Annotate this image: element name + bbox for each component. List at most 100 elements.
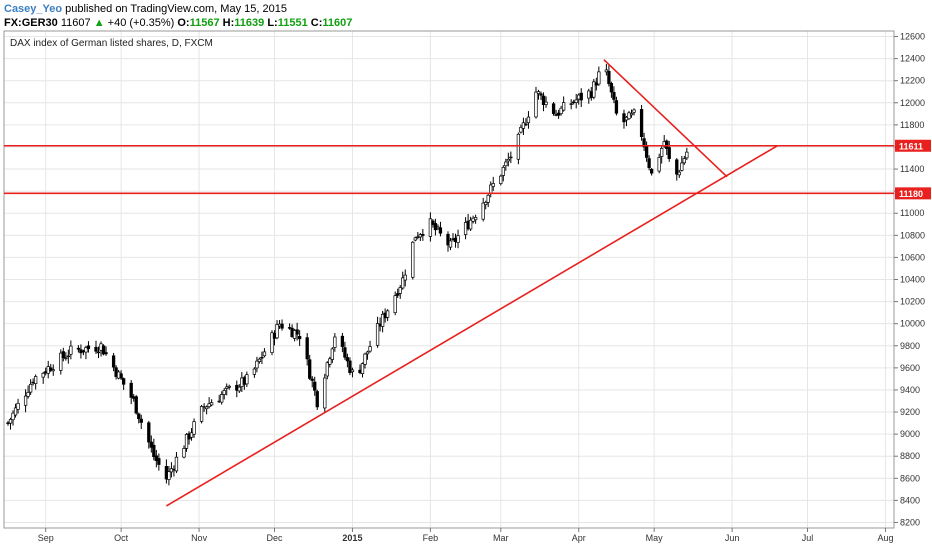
- candle-body: [41, 372, 45, 378]
- candle-body: [192, 421, 196, 435]
- close-label: C:: [310, 17, 323, 29]
- candle-body: [375, 323, 380, 346]
- candle-body: [69, 345, 73, 355]
- candle-body: [657, 157, 661, 172]
- candle-body: [134, 396, 138, 414]
- candle-body: [255, 360, 259, 369]
- candle-body: [516, 133, 521, 160]
- candle-body: [556, 112, 561, 116]
- price-marker-label: 11611: [899, 141, 923, 151]
- open-label: O:: [177, 17, 190, 29]
- candle-body: [456, 235, 460, 243]
- candle-body: [401, 277, 405, 289]
- candle-body: [380, 313, 385, 327]
- candle-body: [677, 171, 681, 176]
- candle-body: [539, 93, 543, 96]
- candle-body: [632, 109, 636, 113]
- candle-body: [484, 202, 488, 205]
- candle-body: [579, 92, 583, 101]
- candle-body: [101, 345, 106, 355]
- y-tick-label: 8200: [900, 517, 920, 527]
- author-link[interactable]: Casey_Yeo: [4, 3, 63, 15]
- candle-body: [481, 202, 485, 220]
- candle-body: [491, 183, 495, 187]
- x-tick-label: Feb: [423, 533, 439, 543]
- candle-body: [260, 356, 264, 359]
- close-value: 11607: [322, 17, 353, 29]
- candle-body: [295, 329, 299, 335]
- candle-body: [11, 412, 15, 421]
- x-tick-label: Apr: [572, 533, 586, 543]
- x-tick-label: Dec: [266, 533, 283, 543]
- candle-body: [639, 109, 644, 137]
- candle-body: [84, 347, 88, 353]
- candle-body: [199, 406, 204, 422]
- candle-body: [222, 390, 226, 395]
- y-tick-label: 12400: [900, 54, 925, 64]
- candle-body: [642, 138, 646, 148]
- candle-body: [66, 355, 70, 358]
- candle-body: [122, 378, 126, 385]
- candle-body: [119, 373, 123, 379]
- candle-body: [76, 347, 81, 350]
- candle-body: [237, 386, 241, 392]
- candle-body: [23, 395, 28, 406]
- high-label: H:: [222, 17, 235, 29]
- candle-body: [16, 402, 20, 410]
- x-tick-label: May: [646, 533, 664, 543]
- candle-body: [333, 336, 337, 348]
- chart-header: Casey_Yeo published on TradingView.com, …: [4, 2, 352, 30]
- candle-body: [365, 351, 370, 355]
- y-tick-label: 11400: [900, 164, 924, 174]
- candle-body: [448, 240, 453, 248]
- candle-body: [398, 287, 402, 294]
- candle-body: [509, 156, 513, 159]
- candle-body: [685, 151, 689, 159]
- drawings: [4, 59, 894, 507]
- x-tick-label: 2015: [342, 533, 362, 543]
- candle-body: [149, 441, 153, 448]
- low-label: L:: [267, 17, 278, 29]
- low-value: 11551: [277, 17, 308, 29]
- candle-body: [64, 357, 68, 360]
- candle-body: [189, 432, 194, 438]
- candle-body: [604, 69, 609, 73]
- y-tick-label: 9800: [900, 341, 920, 351]
- candle-body: [348, 360, 352, 373]
- candle-body: [280, 323, 284, 329]
- candle-body: [204, 406, 209, 410]
- y-tick-label: 9000: [900, 429, 920, 439]
- candle-body: [607, 70, 611, 84]
- x-tick-label: Mar: [493, 533, 509, 543]
- candle-body: [431, 220, 435, 225]
- candle-body: [59, 352, 63, 371]
- symbol-label[interactable]: FX:GER30: [4, 17, 58, 29]
- candle-body: [340, 335, 345, 347]
- candle-body: [325, 362, 329, 377]
- candle-body: [473, 217, 478, 221]
- candle-body: [139, 418, 143, 423]
- candle-body: [609, 83, 614, 93]
- candle-body: [544, 101, 548, 105]
- candle-body: [396, 293, 400, 296]
- candle-body: [137, 413, 141, 419]
- candle-body: [330, 348, 334, 360]
- candle-body: [152, 444, 156, 458]
- candle-body: [438, 227, 443, 234]
- candle-body: [647, 158, 651, 169]
- candle-body: [28, 383, 33, 393]
- x-tick-label: Jun: [725, 533, 740, 543]
- candle-body: [627, 112, 631, 120]
- y-tick-label: 8600: [900, 473, 920, 483]
- candle-body: [323, 377, 327, 409]
- candle-body: [468, 219, 473, 230]
- candle-body: [614, 100, 619, 114]
- y-tick-label: 10000: [900, 319, 925, 329]
- candle-body: [499, 175, 503, 184]
- candle-body: [592, 81, 596, 98]
- x-tick-label: Nov: [191, 533, 208, 543]
- y-tick-label: 10800: [900, 230, 925, 240]
- y-tick-label: 9600: [900, 363, 920, 373]
- y-tick-label: 8800: [900, 451, 920, 461]
